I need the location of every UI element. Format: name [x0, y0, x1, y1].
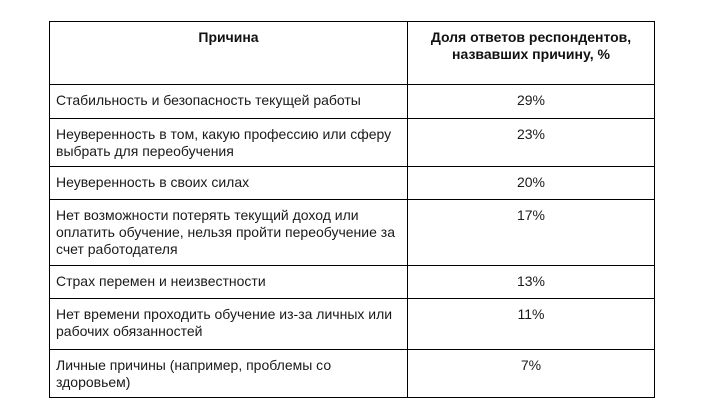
share-cell: 29% — [407, 84, 655, 119]
share-cell: 23% — [407, 118, 655, 167]
table-row: Страх перемен и неизвестности 13% — [49, 265, 655, 299]
share-cell: 17% — [407, 199, 655, 266]
table-row: Неуверенность в том, какую профессию или… — [49, 118, 655, 167]
header-row: Причина Доля ответов респондентов, назвав… — [49, 21, 655, 85]
table-row: Неуверенность в своих силах 20% — [49, 166, 655, 200]
reason-cell: Неуверенность в своих силах — [49, 166, 408, 200]
table-row: Нет времени проходить обучение из-за лич… — [49, 298, 655, 350]
share-cell: 13% — [407, 265, 655, 299]
reason-cell: Страх перемен и неизвестности — [49, 265, 408, 299]
reason-cell: Нет возможности потерять текущий доход и… — [49, 199, 408, 266]
table-row: Стабильность и безопасность текущей рабо… — [49, 84, 655, 119]
share-cell: 20% — [407, 166, 655, 200]
share-cell: 7% — [407, 349, 655, 398]
table-row: Личные причины (например, проблемы со зд… — [49, 349, 655, 398]
table-row: Нет возможности потерять текущий доход и… — [49, 199, 655, 266]
reason-cell: Неуверенность в том, какую профессию или… — [49, 118, 408, 167]
reason-cell: Стабильность и безопасность текущей рабо… — [49, 84, 408, 119]
header-reason: Причина — [49, 21, 408, 85]
reason-cell: Нет времени проходить обучение из-за лич… — [49, 298, 408, 350]
share-cell: 11% — [407, 298, 655, 350]
header-share: Доля ответов респондентов, назвавших прич… — [407, 21, 655, 85]
header-share-text: Доля ответов респондентов, назвавших прич… — [430, 29, 632, 62]
reason-cell: Личные причины (например, проблемы со зд… — [49, 349, 408, 398]
reasons-table: Причина Доля ответов респондентов, назвав… — [49, 21, 655, 398]
